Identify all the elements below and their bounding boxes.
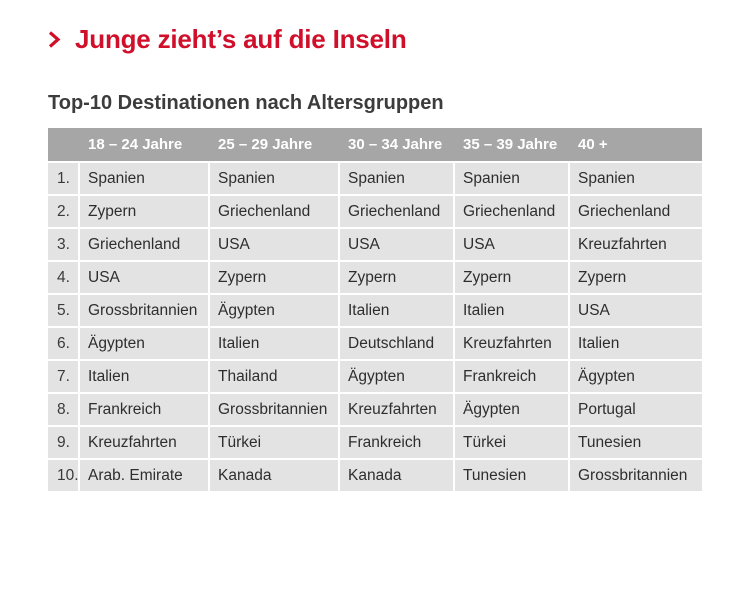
table-cell: Frankreich [340,425,455,458]
table-row: 2. Zypern Griechenland Griechenland Griechen… [48,194,702,227]
rank-cell: 5. [48,293,80,326]
table-cell: Spanien [340,161,455,194]
table-cell: Thailand [210,359,340,392]
table-cell: Italien [570,326,702,359]
rank-cell: 1. [48,161,80,194]
table-cell: Zypern [455,260,570,293]
table-cell: Grossbritannien [80,293,210,326]
table-title: Top-10 Destinationen nach Altersgruppen [48,92,444,114]
table-cell: USA [80,260,210,293]
table-cell: Griechenland [210,194,340,227]
column-header-rank [48,128,80,161]
table-row: 7. Italien Thailand Ägypten Frankreich Ägypte… [48,359,702,392]
table-cell: Ägypten [210,293,340,326]
table-cell: Tunesien [570,425,702,458]
table-cell: Tunesien [455,458,570,491]
table-cell: Grossbritannien [210,392,340,425]
headline: Junge zieht’s auf die Inseln [48,24,407,55]
destinations-table: 18 – 24 Jahre 25 – 29 Jahre 30 – 34 Jahre 3… [48,128,702,491]
table-cell: Zypern [570,260,702,293]
table-cell: Deutschland [340,326,455,359]
table-cell: Spanien [455,161,570,194]
table-cell: Ägypten [570,359,702,392]
table-cell: Arab. Emirate [80,458,210,491]
table-cell: Ägypten [455,392,570,425]
table-row: 6. Ägypten Italien Deutschland Kreuzfahrten I… [48,326,702,359]
table-cell: USA [210,227,340,260]
table-cell: USA [455,227,570,260]
table-cell: Kreuzfahrten [455,326,570,359]
table-cell: Griechenland [340,194,455,227]
table-cell: Frankreich [455,359,570,392]
table-cell: Portugal [570,392,702,425]
table-cell: Kreuzfahrten [570,227,702,260]
table-cell: Italien [210,326,340,359]
table-body: 1. Spanien Spanien Spanien Spanien Spanien 2. Z… [48,161,702,491]
table-cell: Italien [455,293,570,326]
column-header: 18 – 24 Jahre [80,128,210,161]
table-cell: USA [340,227,455,260]
table-cell: Kanada [210,458,340,491]
rank-cell: 8. [48,392,80,425]
column-header: 35 – 39 Jahre [455,128,570,161]
rank-cell: 10. [48,458,80,491]
table-cell: Italien [80,359,210,392]
table-cell: Zypern [210,260,340,293]
table-row: 8. Frankreich Grossbritannien Kreuzfahrten Ä… [48,392,702,425]
rank-cell: 4. [48,260,80,293]
table-cell: Spanien [210,161,340,194]
table-row: 1. Spanien Spanien Spanien Spanien Spanien [48,161,702,194]
rank-cell: 7. [48,359,80,392]
table-row: 4. USA Zypern Zypern Zypern Zypern [48,260,702,293]
table-row: 9. Kreuzfahrten Türkei Frankreich Türkei Tune… [48,425,702,458]
table-cell: Kreuzfahrten [80,425,210,458]
rank-cell: 3. [48,227,80,260]
table-cell: Frankreich [80,392,210,425]
table-cell: Kreuzfahrten [340,392,455,425]
table-cell: Spanien [80,161,210,194]
table-cell: Ägypten [80,326,210,359]
headline-text: Junge zieht’s auf die Inseln [75,24,407,54]
table-cell: Ägypten [340,359,455,392]
rank-cell: 2. [48,194,80,227]
table-cell: Italien [340,293,455,326]
column-header: 25 – 29 Jahre [210,128,340,161]
table-cell: Grossbritannien [570,458,702,491]
column-header: 30 – 34 Jahre [340,128,455,161]
chevron-right-icon [48,31,61,48]
table-row: 5. Grossbritannien Ägypten Italien Italien US… [48,293,702,326]
table-cell: USA [570,293,702,326]
table-row: 10. Arab. Emirate Kanada Kanada Tunesien Gros… [48,458,702,491]
header-row: 18 – 24 Jahre 25 – 29 Jahre 30 – 34 Jahre 3… [48,128,702,161]
table-cell: Griechenland [455,194,570,227]
rank-cell: 6. [48,326,80,359]
table-cell: Zypern [80,194,210,227]
column-header: 40 + [570,128,702,161]
table-cell: Spanien [570,161,702,194]
table-cell: Griechenland [80,227,210,260]
table-cell: Kanada [340,458,455,491]
table-cell: Türkei [210,425,340,458]
table-cell: Zypern [340,260,455,293]
table-cell: Türkei [455,425,570,458]
table-row: 3. Griechenland USA USA USA Kreuzfahrten [48,227,702,260]
table-cell: Griechenland [570,194,702,227]
rank-cell: 9. [48,425,80,458]
